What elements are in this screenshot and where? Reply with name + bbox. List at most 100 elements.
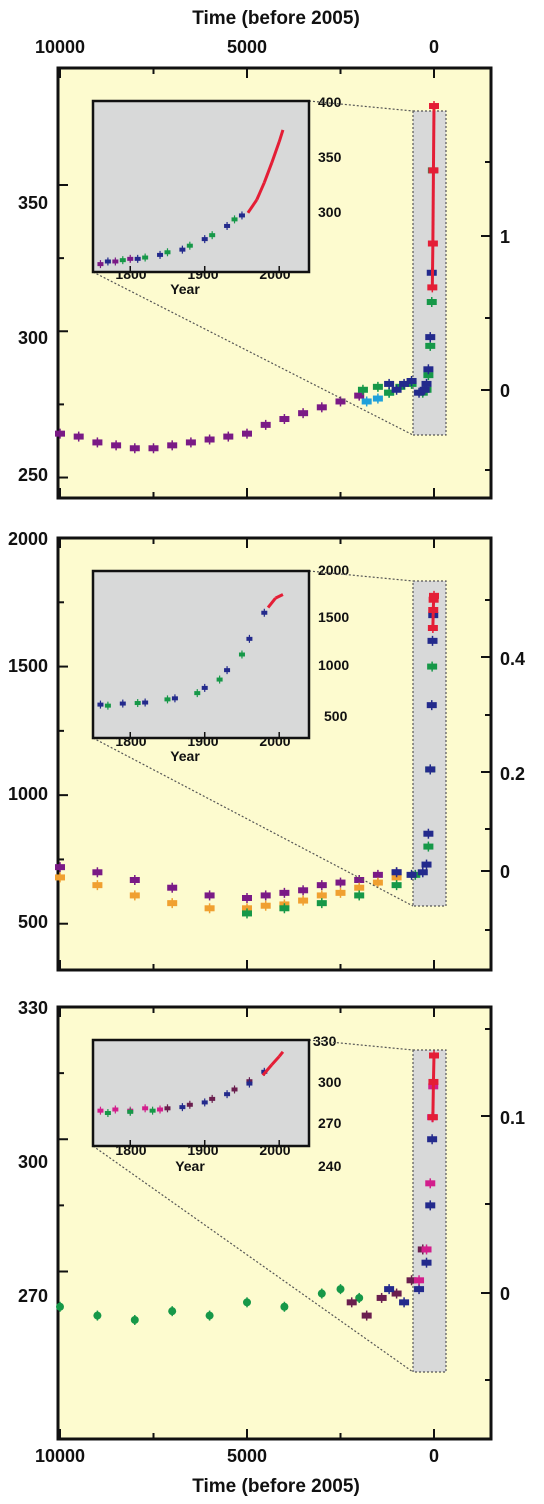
inset-y-tick-label: 240 bbox=[318, 1158, 342, 1174]
data-point bbox=[167, 884, 178, 891]
data-point bbox=[391, 874, 402, 881]
inset-data-point bbox=[104, 259, 111, 264]
inset-data-point bbox=[164, 1106, 171, 1111]
inset-series-line bbox=[274, 593, 284, 600]
data-point bbox=[361, 1312, 372, 1319]
y-tick-label: 2000 bbox=[8, 529, 48, 549]
data-point bbox=[384, 380, 395, 387]
data-point bbox=[372, 879, 383, 886]
data-point bbox=[414, 389, 425, 396]
y-tick-label: 1000 bbox=[8, 784, 48, 804]
data-point bbox=[384, 389, 395, 396]
inset-data-point bbox=[119, 258, 126, 263]
inset-data-point bbox=[97, 1108, 104, 1113]
co2-panel: 250 300 350 0 1 300 350 400 1800 1900 20… bbox=[18, 66, 510, 500]
data-point bbox=[92, 869, 103, 876]
inset-data-point bbox=[216, 677, 223, 682]
inset-data-point bbox=[186, 243, 193, 248]
data-point bbox=[316, 892, 327, 899]
data-point bbox=[316, 404, 327, 411]
right-tick-label: 0.4 bbox=[500, 649, 525, 669]
right-tick-label: 0 bbox=[500, 862, 510, 882]
inset-data-point bbox=[97, 702, 104, 707]
data-point bbox=[425, 342, 436, 349]
inset-data-point bbox=[231, 217, 238, 222]
data-point bbox=[242, 430, 252, 437]
inset-data-point bbox=[179, 247, 186, 252]
inset-data-point bbox=[119, 701, 126, 706]
data-point bbox=[260, 892, 271, 899]
data-point bbox=[414, 1286, 425, 1293]
inset-series-line bbox=[255, 181, 266, 201]
data-point bbox=[406, 871, 417, 878]
bottom-axis-title: Time (before 2005) bbox=[192, 1476, 360, 1497]
data-point bbox=[384, 1286, 395, 1293]
top-tick-0: 0 bbox=[429, 37, 439, 57]
right-tick-label: 0 bbox=[500, 381, 510, 401]
data-point bbox=[355, 1293, 364, 1302]
inset-y-tick-label: 300 bbox=[318, 1074, 342, 1090]
data-point bbox=[417, 869, 428, 876]
data-point bbox=[335, 889, 346, 896]
data-point bbox=[414, 1277, 425, 1284]
data-point bbox=[427, 637, 438, 644]
data-point bbox=[421, 1246, 432, 1253]
data-point bbox=[423, 830, 434, 837]
inset-data-point bbox=[127, 256, 134, 261]
ch4-panel: 500 1000 1500 2000 0 0.2 0.4 500 1000 15… bbox=[8, 529, 525, 972]
inset-data-point bbox=[112, 1107, 119, 1112]
inset-data-point bbox=[224, 223, 231, 228]
data-point bbox=[280, 1302, 289, 1311]
data-point bbox=[204, 436, 215, 443]
data-point bbox=[421, 380, 432, 387]
inset-data-point bbox=[157, 252, 164, 257]
data-point bbox=[56, 1302, 64, 1311]
data-point bbox=[335, 879, 346, 886]
data-point bbox=[423, 366, 434, 373]
zoom-region bbox=[412, 580, 447, 907]
inset-data-point bbox=[194, 691, 201, 696]
inset-series-line bbox=[246, 198, 259, 214]
data-point bbox=[73, 433, 84, 440]
data-point bbox=[55, 874, 65, 881]
data-point bbox=[167, 442, 178, 449]
data-point bbox=[279, 889, 290, 896]
data-point bbox=[419, 386, 430, 393]
data-point bbox=[129, 877, 140, 883]
data-point bbox=[406, 377, 417, 384]
inset-data-point bbox=[179, 1105, 186, 1110]
data-point bbox=[423, 372, 434, 379]
inset-data-point bbox=[209, 233, 216, 238]
data-point bbox=[406, 1277, 417, 1284]
zoom-region bbox=[412, 1049, 447, 1373]
inset-data-point bbox=[171, 696, 178, 701]
inset-plot bbox=[91, 1038, 311, 1148]
inset-data-point bbox=[104, 703, 111, 708]
data-point bbox=[298, 410, 309, 417]
data-point bbox=[425, 334, 436, 341]
data-point bbox=[399, 380, 410, 387]
y-tick-label: 350 bbox=[18, 193, 48, 213]
y-tick-label: 300 bbox=[18, 1152, 48, 1172]
n2o-panel: 270 300 330 0 0.1 240 270 300 330 1800 1… bbox=[18, 998, 525, 1441]
data-point bbox=[55, 864, 65, 871]
inset-data-point bbox=[246, 636, 253, 641]
data-point bbox=[426, 299, 437, 306]
inset-series-line bbox=[262, 162, 274, 184]
inset-data-point bbox=[134, 701, 141, 706]
inset-y-tick-label: 2000 bbox=[318, 562, 349, 578]
right-tick-label: 0.2 bbox=[500, 764, 525, 784]
top-tick-10000: 10000 bbox=[35, 37, 85, 57]
data-point bbox=[354, 392, 365, 399]
data-point bbox=[129, 892, 140, 899]
data-point bbox=[376, 1294, 387, 1301]
data-point bbox=[427, 1136, 438, 1143]
inset-connector bbox=[308, 1039, 414, 1051]
data-point bbox=[316, 882, 327, 889]
inset-data-point bbox=[149, 1108, 156, 1113]
right-tick-label: 0 bbox=[500, 1284, 510, 1304]
data-point bbox=[361, 398, 372, 405]
inset-y-tick-label: 300 bbox=[318, 204, 342, 220]
inset-y-tick-label: 1000 bbox=[318, 657, 349, 673]
